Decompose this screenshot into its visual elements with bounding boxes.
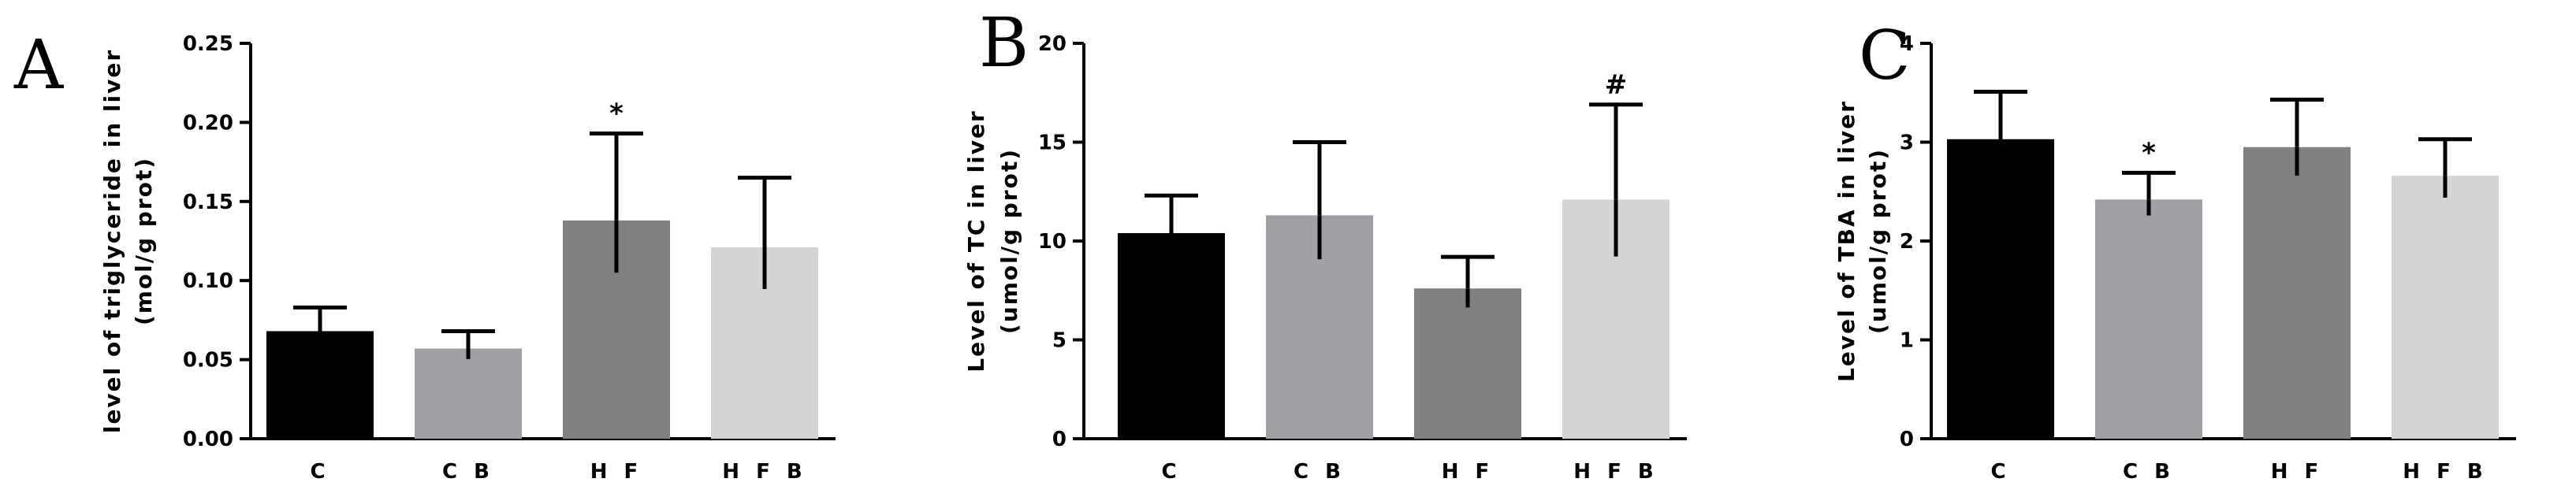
bar-hf (1414, 288, 1521, 439)
bar-cb (415, 348, 522, 439)
x-tick-label: H F (1442, 460, 1495, 484)
y-axis-label: level of triglyceride in liver (99, 49, 125, 433)
x-tick-label: C (1161, 460, 1181, 484)
bar-hfb (2392, 176, 2499, 440)
y-tick-label: 15 (1038, 132, 1067, 155)
y-tick-label: 4 (1900, 32, 1914, 56)
x-tick-label: C (310, 460, 329, 484)
y-tick-label: 1 (1900, 329, 1914, 353)
y-tick-label: 20 (1038, 32, 1067, 56)
y-tick-label: 0.10 (183, 269, 233, 293)
y-axis-unit: (umol/g prot) (1865, 148, 1891, 334)
x-tick-label: H F B (2403, 460, 2487, 484)
significance-mark: * (609, 98, 624, 129)
y-axis-unit: (umol/g prot) (996, 148, 1022, 334)
bar-c (266, 331, 374, 439)
y-tick-label: 0.05 (183, 349, 233, 373)
bar-cb (2095, 199, 2202, 440)
x-tick-label: C B (2123, 460, 2175, 484)
panel-letter: C (1859, 17, 1911, 95)
y-tick-label: 0.15 (183, 191, 233, 214)
y-tick-label: 3 (1900, 132, 1914, 155)
x-tick-label: C (1990, 460, 2010, 484)
y-tick-label: 0 (1052, 428, 1067, 451)
y-axis-label: Level of TBA in liver (1833, 100, 1859, 382)
panel-letter: A (13, 26, 64, 105)
significance-mark: * (2142, 137, 2156, 169)
y-tick-label: 0.20 (183, 111, 233, 135)
x-tick-label: C B (1294, 460, 1346, 484)
y-axis-label: Level of TC in liver (963, 109, 989, 373)
x-tick-label: H F B (722, 460, 806, 484)
x-tick-label: H F (2271, 460, 2324, 484)
y-tick-label: 10 (1038, 230, 1067, 254)
y-tick-label: 5 (1052, 329, 1067, 353)
bar-c (1947, 139, 2054, 440)
x-tick-label: H F B (1573, 460, 1658, 484)
bar-hf (2243, 147, 2351, 439)
y-tick-label: 0.25 (183, 32, 233, 56)
significance-mark: # (1605, 69, 1628, 101)
x-tick-label: H F (590, 460, 643, 484)
y-axis-unit: (mol/g prot) (131, 157, 157, 325)
panel-a: A 0.00 0.05 0.10 0.15 0.20 0.25 C C B * H F H F B le… (13, 26, 836, 484)
x-tick-label: C B (442, 460, 494, 484)
bar-c (1118, 232, 1225, 439)
y-tick-label: 0 (1900, 428, 1914, 451)
panel-letter: B (979, 4, 1029, 83)
panel-b: B 0 5 10 15 20 C C B H F # H F B Level of TC in liv… (963, 4, 1687, 484)
y-tick-label: 2 (1900, 230, 1914, 254)
y-tick-label: 0.00 (183, 428, 233, 451)
